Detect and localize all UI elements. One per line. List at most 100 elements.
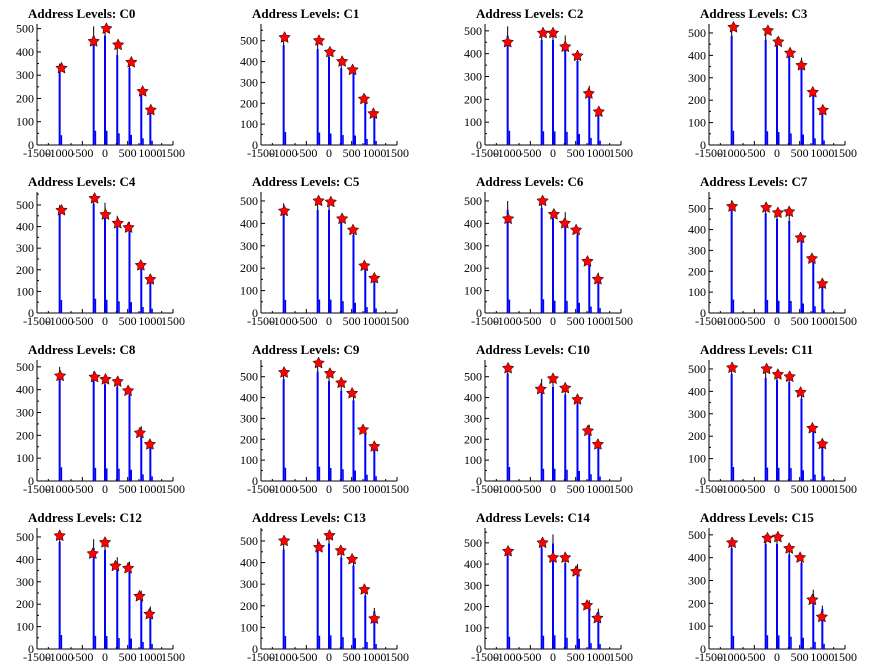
histogram-peak (800, 398, 803, 481)
x-tick-label: 0 (774, 314, 780, 328)
peak-marker-star (546, 551, 560, 564)
y-tick-label: 0 (252, 642, 258, 656)
histogram-peak (140, 93, 143, 145)
y-tick-label: 200 (16, 597, 34, 611)
histogram-peak (149, 112, 152, 145)
x-tick-label: 1000 (362, 482, 386, 496)
y-tick-label: 100 (16, 284, 34, 298)
histogram-peak (92, 203, 95, 313)
peak-marker-star (760, 362, 773, 375)
y-tick-label: 200 (240, 96, 258, 110)
histogram-peak (788, 382, 791, 481)
histogram-side-bin (542, 299, 545, 313)
x-tick-label: 0 (102, 146, 108, 160)
histogram-side-bin (118, 468, 120, 481)
x-tick-label: -1000 (46, 314, 74, 328)
histogram-peak (364, 433, 367, 481)
histogram-side-bin (778, 132, 780, 145)
x-tick-label: 500 (343, 146, 361, 160)
panel-title: Address Levels: C0 (28, 6, 135, 21)
histogram-peak (506, 373, 509, 481)
x-tick-label: -1500 (695, 650, 723, 664)
panel-c6: Address Levels: C60100200300400500-1500-… (464, 174, 633, 328)
histogram-peak (128, 568, 131, 649)
x-tick-label: 1500 (161, 482, 185, 496)
panel-title: Address Levels: C13 (252, 510, 366, 525)
peak-marker-star (346, 63, 359, 76)
histogram-side-bin (330, 635, 332, 649)
x-tick-label: -500 (295, 314, 317, 328)
x-tick-label: -1500 (23, 482, 51, 496)
y-tick-label: 500 (240, 534, 258, 548)
peak-marker-star (144, 103, 158, 116)
histogram-side-bin (823, 309, 825, 313)
histogram-side-bin (802, 134, 804, 145)
y-tick-label: 100 (464, 621, 482, 635)
y-tick-label: 0 (28, 642, 34, 656)
histogram-peak (352, 72, 355, 145)
histogram-side-bin (590, 137, 592, 145)
y-tick-label: 100 (16, 451, 34, 465)
peak-marker-star (546, 372, 560, 385)
x-tick-label: -1000 (46, 482, 74, 496)
histogram-peak (588, 263, 591, 313)
histogram-side-bin (342, 469, 344, 481)
histogram-side-bin (342, 637, 344, 649)
y-tick-label: 500 (16, 530, 34, 544)
peak-marker-star (53, 529, 66, 542)
y-tick-label: 400 (464, 47, 482, 61)
y-tick-label: 200 (464, 600, 482, 614)
histogram-side-bin (118, 637, 120, 649)
histogram-peak (128, 394, 131, 481)
peak-marker-star (134, 258, 148, 271)
x-tick-label: -500 (71, 482, 93, 496)
peak-marker-star (323, 45, 337, 58)
histogram-peak (788, 554, 791, 649)
y-tick-label: 200 (688, 596, 706, 610)
y-tick-label: 500 (464, 24, 482, 38)
histogram-peak (776, 543, 778, 649)
x-tick-label: 1500 (385, 482, 409, 496)
y-tick-label: 500 (688, 26, 706, 40)
y-tick-label: 0 (700, 642, 706, 656)
histogram-side-bin (566, 637, 568, 649)
peak-marker-star (558, 40, 572, 53)
y-tick-label: 400 (688, 384, 706, 398)
histogram-side-bin (342, 301, 344, 313)
peak-marker-star (53, 369, 67, 382)
histogram-peak (776, 46, 778, 145)
histogram-side-bin (542, 635, 545, 649)
x-tick-label: 1500 (385, 650, 409, 664)
peak-marker-star (816, 277, 829, 290)
histogram-peak (364, 595, 367, 649)
x-tick-label: 1000 (810, 314, 834, 328)
histogram-peak (328, 543, 330, 649)
y-tick-label: 0 (28, 474, 34, 488)
x-tick-label: -1000 (718, 146, 746, 160)
panel-c4: Address Levels: C40100200300400500-1500-… (16, 174, 185, 328)
panel-title: Address Levels: C11 (700, 342, 813, 357)
histogram-side-bin (790, 468, 792, 481)
y-tick-label: 500 (688, 528, 706, 542)
histogram-side-bin (790, 300, 792, 313)
x-tick-label: -1500 (471, 482, 499, 496)
histogram-peak (540, 547, 543, 649)
peak-marker-star (536, 194, 549, 207)
histogram-side-bin (118, 133, 120, 145)
histogram-peak (597, 611, 600, 649)
y-tick-label: 400 (16, 220, 34, 234)
histogram-side-bin (778, 300, 780, 313)
y-tick-label: 400 (240, 391, 258, 405)
x-tick-label: -1500 (471, 314, 499, 328)
peak-marker-star (122, 221, 135, 233)
y-tick-label: 100 (240, 284, 258, 298)
peak-marker-star (794, 231, 807, 244)
x-tick-label: 1000 (586, 650, 610, 664)
histogram-peak (316, 49, 319, 145)
x-tick-label: -1000 (494, 146, 522, 160)
peak-marker-star (761, 531, 774, 544)
histogram-peak (373, 277, 376, 313)
peak-marker-star (111, 216, 124, 229)
histogram-peak (800, 562, 803, 649)
histogram-side-bin (60, 135, 63, 145)
